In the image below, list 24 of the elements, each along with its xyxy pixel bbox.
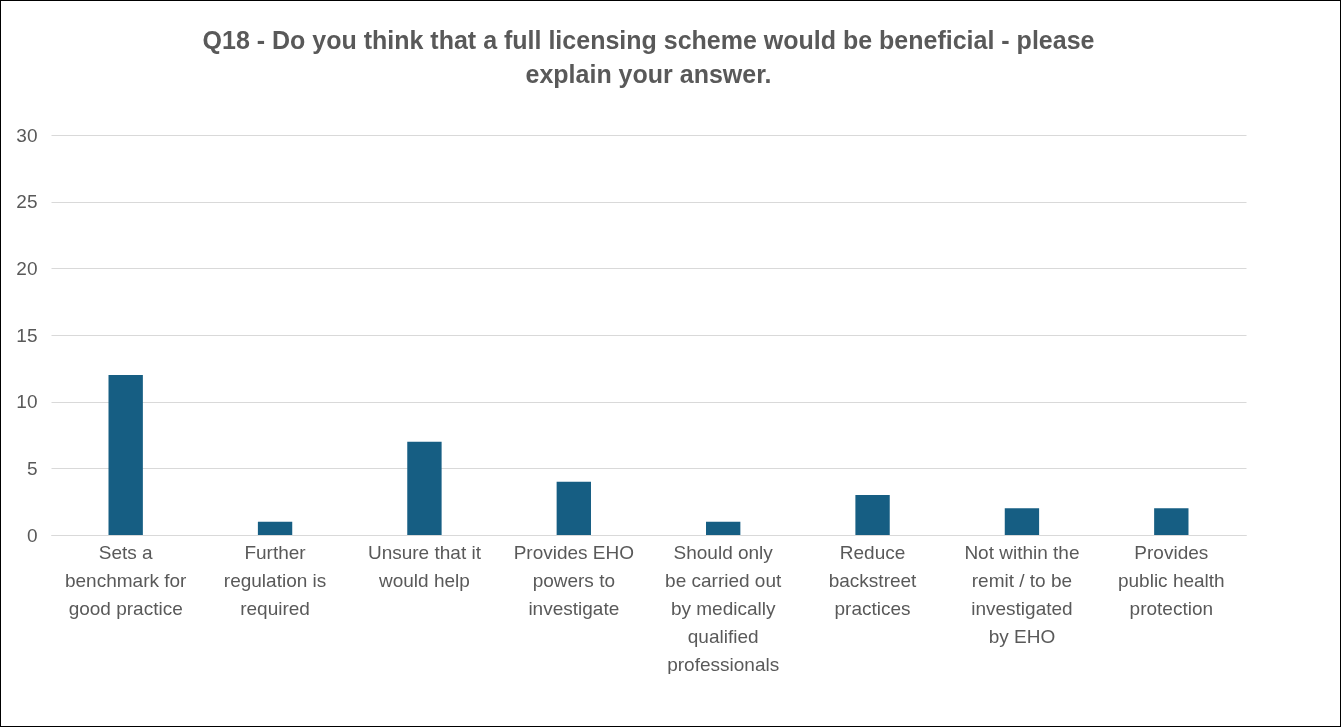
x-tick-label: Further regulation is required xyxy=(223,541,327,619)
x-tick-label: Reduce backstreet practices xyxy=(828,541,918,619)
bar xyxy=(706,521,741,535)
y-tick-label: 30 xyxy=(16,124,38,146)
bar xyxy=(1004,508,1040,535)
x-tick-label: Provides EHO powers to investigate xyxy=(513,541,634,619)
x-tick-label: Sets a benchmark for good practice xyxy=(64,541,188,619)
x-tick-label: Unsure that it would help xyxy=(367,541,482,591)
chart-title: Q18 - Do you think that a full licensing scheme would be beneficial - please explain your answer. xyxy=(202,26,1095,88)
x-tick-label: Not within the remit / to be investigated by EHO xyxy=(964,541,1080,647)
y-tick-label: 10 xyxy=(16,391,38,413)
bar xyxy=(556,481,591,535)
y-tick-label: 25 xyxy=(16,191,38,213)
bar xyxy=(407,441,442,535)
bar xyxy=(855,495,890,535)
x-tick-label: Should only be carried out by medically qualified professionals xyxy=(665,541,782,675)
bar xyxy=(108,375,143,535)
y-tick-label: 15 xyxy=(16,324,38,346)
y-tick-label: 20 xyxy=(16,257,38,279)
bar xyxy=(257,521,293,535)
x-tick-label: Provides public health protection xyxy=(1117,541,1225,619)
y-tick-label: 0 xyxy=(26,524,38,546)
y-tick-label: 5 xyxy=(26,457,38,479)
bar xyxy=(1154,508,1189,535)
